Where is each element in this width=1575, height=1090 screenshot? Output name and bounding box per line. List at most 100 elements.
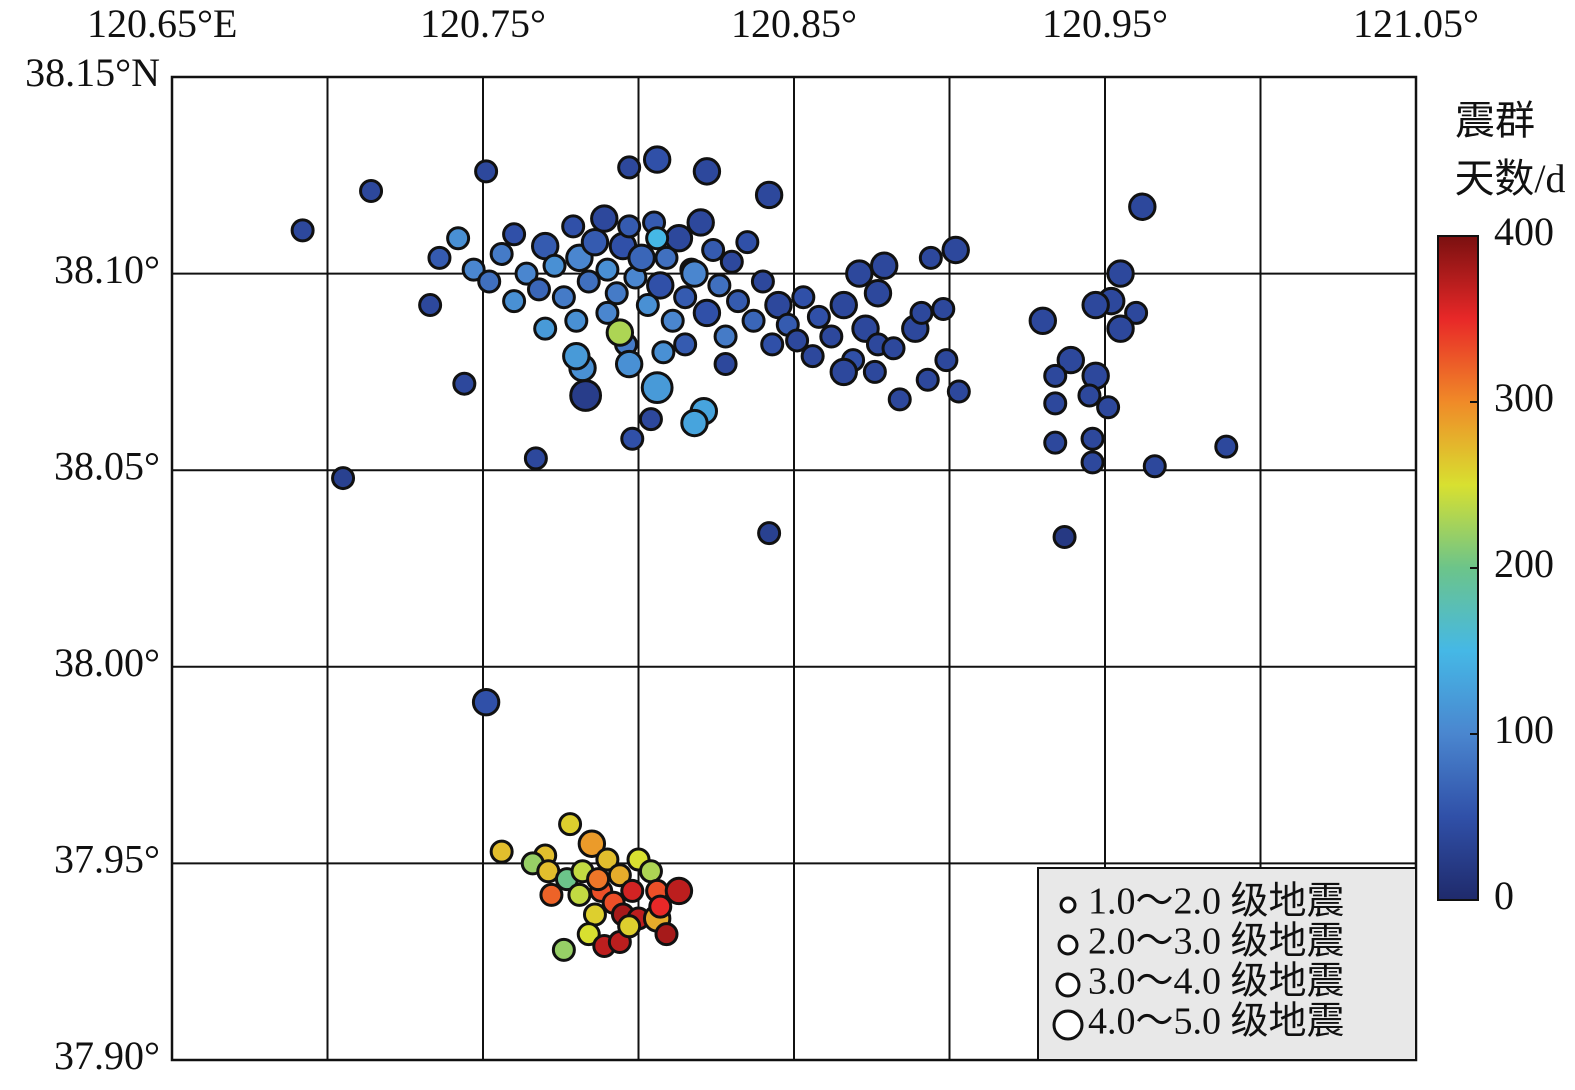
earthquake-point — [577, 829, 607, 858]
x-tick-label: 120.65°E — [87, 1, 237, 46]
earthquake-point — [750, 269, 775, 294]
legend-label: 4.0～5.0 级地震 — [1088, 1001, 1345, 1043]
points — [290, 145, 1239, 962]
earthquake-point — [845, 259, 874, 288]
earthquake-point — [862, 359, 887, 384]
earthquake-point — [829, 290, 858, 320]
earthquake-point — [331, 466, 356, 491]
legend-box — [1037, 867, 1417, 1061]
earthquake-point — [576, 922, 601, 947]
earthquake-point — [526, 277, 551, 302]
earthquake-point — [586, 867, 611, 892]
earthquake-point — [931, 296, 956, 321]
earthquake-point — [863, 279, 893, 308]
colorbar-title: 天数/d — [1454, 156, 1565, 201]
earthquake-point — [502, 222, 527, 247]
earthquake-point — [290, 218, 315, 243]
earthquake-point — [664, 224, 694, 253]
earthquake-point — [514, 261, 539, 286]
earthquake-point — [726, 289, 751, 314]
earthquake-point — [934, 348, 959, 373]
legend-symbol — [1057, 934, 1079, 956]
earthquake-point — [881, 336, 906, 361]
earthquake-point — [646, 271, 675, 300]
earthquake-point — [800, 344, 825, 369]
earthquake-point — [648, 894, 673, 919]
earthquake-point — [595, 300, 620, 325]
earthquake-point — [562, 341, 591, 371]
earthquake-point — [946, 379, 971, 404]
x-tick-label: 120.85° — [731, 1, 857, 46]
earthquake-point — [471, 687, 501, 717]
earthquake-point — [713, 324, 738, 349]
earthquake-point — [564, 308, 589, 333]
x-tick-label: 120.75° — [420, 1, 546, 46]
earthquake-point — [680, 408, 709, 438]
earthquake-point — [1052, 525, 1077, 550]
earthquake-point — [561, 214, 586, 239]
earthquake-point — [1096, 395, 1121, 420]
earthquake-point — [614, 349, 644, 379]
earthquake-point — [1106, 314, 1135, 343]
colorbar-tick-label: 0 — [1494, 873, 1514, 918]
colorbar-tick-label: 200 — [1494, 541, 1554, 586]
y-tick-label: 38.10° — [54, 247, 160, 292]
earthquake-point — [542, 253, 567, 278]
earthquake-point — [785, 328, 810, 353]
y-tick-label: 37.90° — [54, 1033, 160, 1078]
earthquake-point — [1043, 363, 1068, 388]
earthquake-point — [719, 249, 744, 274]
earthquake-point — [576, 269, 601, 294]
earthquake-point — [620, 878, 645, 903]
earthquake-point — [539, 882, 564, 907]
earthquake-point — [686, 208, 715, 237]
earthquake-point — [869, 251, 899, 280]
earthquake-point — [489, 839, 514, 864]
earthquake-point — [523, 446, 548, 471]
legend-label: 2.0～3.0 级地震 — [1088, 921, 1345, 963]
x-tick-label: 121.05° — [1353, 1, 1479, 46]
colorbar-tick-label: 300 — [1494, 375, 1554, 420]
earthquake-point — [359, 179, 384, 204]
earthquake-point — [819, 324, 844, 349]
x-tick-label: 120.95° — [1042, 1, 1168, 46]
earthquake-point — [941, 235, 970, 265]
earthquake-point — [1080, 426, 1105, 451]
earthquake-point — [887, 387, 912, 412]
earthquake-point — [754, 180, 784, 210]
earthquake-point — [1106, 259, 1135, 288]
earthquake-point — [452, 371, 477, 396]
earthquake-point — [1056, 345, 1085, 375]
earthquake-point — [418, 293, 443, 318]
earthquake-point — [582, 902, 607, 927]
earthquake-point — [446, 226, 471, 251]
earthquake-point — [1214, 434, 1239, 459]
earthquake-point — [627, 243, 656, 273]
earthquake-point — [595, 847, 620, 872]
earthquake-point — [567, 882, 592, 907]
colorbar-tick-label: 100 — [1494, 707, 1554, 752]
earthquake-point — [558, 812, 583, 837]
earthquake-point — [640, 371, 674, 405]
earthquake-point — [1081, 290, 1110, 320]
earthquake-point — [604, 281, 629, 306]
legend-symbol — [1055, 972, 1081, 998]
earthquake-point — [551, 285, 576, 310]
earthquake-point — [551, 937, 576, 962]
earthquake-point — [701, 238, 726, 263]
earthquake-point — [533, 316, 558, 341]
legend-symbol — [1059, 896, 1077, 914]
earthquake-point — [760, 332, 785, 357]
earthquake-point — [757, 521, 782, 546]
earthquake-point — [741, 308, 766, 333]
legend-symbol — [1052, 1009, 1084, 1041]
earthquake-point — [569, 379, 603, 412]
earthquake-point — [651, 340, 676, 365]
earthquake-point — [474, 159, 499, 184]
earthquake-point — [638, 859, 663, 884]
earthquake-point — [673, 285, 698, 310]
y-tick-label: 38.05° — [54, 443, 160, 488]
earthquake-point — [617, 914, 642, 939]
